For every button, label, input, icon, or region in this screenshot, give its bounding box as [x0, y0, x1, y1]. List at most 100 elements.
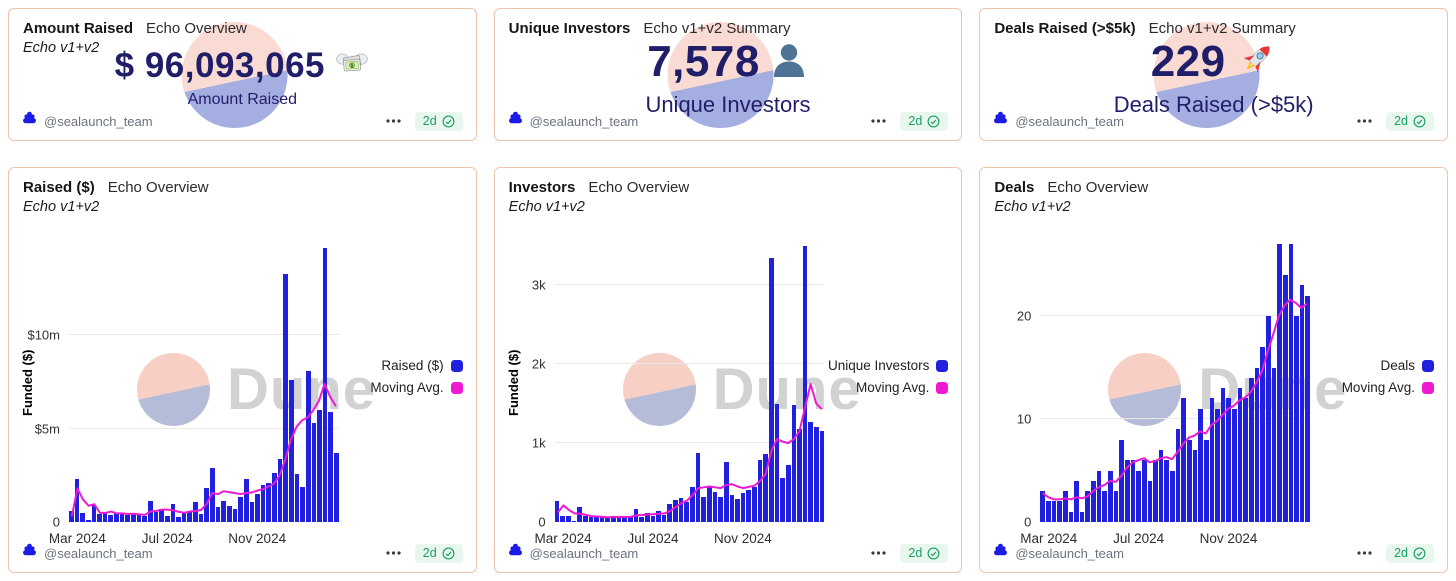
bar[interactable]	[74, 479, 80, 522]
bar[interactable]	[1141, 460, 1147, 522]
bar[interactable]	[1181, 398, 1186, 522]
refresh-age-badge[interactable]: 2d	[900, 543, 949, 563]
bar[interactable]	[1136, 470, 1141, 522]
bar[interactable]	[1220, 388, 1226, 522]
bar[interactable]	[690, 487, 695, 522]
author-link[interactable]: @sealaunch_team	[44, 113, 153, 129]
bar[interactable]	[181, 512, 187, 522]
bar[interactable]	[1198, 408, 1203, 522]
bar[interactable]	[1282, 274, 1288, 522]
author-link[interactable]: @sealaunch_team	[1015, 545, 1124, 561]
bar[interactable]	[232, 508, 238, 522]
bar[interactable]	[571, 520, 577, 522]
bar[interactable]	[1091, 480, 1096, 522]
refresh-age-badge[interactable]: 2d	[414, 543, 463, 563]
bar[interactable]	[153, 511, 159, 522]
plot-area[interactable]: $10m $5m 0 Mar 2024 Jul 2024 Nov 2024	[27, 242, 339, 546]
bar[interactable]	[1288, 244, 1294, 522]
bar[interactable]	[1057, 501, 1062, 522]
bar[interactable]	[1254, 367, 1260, 522]
bar[interactable]	[1108, 470, 1113, 522]
bar[interactable]	[639, 517, 644, 522]
bar[interactable]	[565, 515, 571, 522]
bar[interactable]	[1113, 491, 1119, 522]
bar[interactable]	[622, 517, 627, 522]
bar[interactable]	[272, 473, 277, 522]
bar[interactable]	[757, 459, 763, 522]
bar[interactable]	[797, 428, 802, 522]
bar[interactable]	[1045, 501, 1051, 522]
bar[interactable]	[97, 513, 102, 522]
bar[interactable]	[780, 477, 785, 522]
bar[interactable]	[226, 506, 232, 522]
refresh-age-badge[interactable]: 2d	[1386, 543, 1434, 563]
bar[interactable]	[605, 517, 611, 522]
author-link[interactable]: @sealaunch_team	[44, 545, 153, 561]
author-link[interactable]: @sealaunch_team	[529, 113, 639, 129]
bar[interactable]	[1260, 347, 1265, 522]
bar[interactable]	[1294, 316, 1299, 522]
bar[interactable]	[288, 380, 294, 522]
bar[interactable]	[294, 474, 300, 522]
bar[interactable]	[554, 500, 560, 522]
bar[interactable]	[108, 514, 114, 522]
bar[interactable]	[667, 503, 673, 522]
bar[interactable]	[1130, 460, 1136, 522]
bar[interactable]	[85, 520, 91, 522]
bar[interactable]	[1074, 480, 1079, 522]
bar[interactable]	[740, 492, 746, 522]
bar[interactable]	[802, 245, 808, 522]
bar[interactable]	[1277, 244, 1282, 522]
bar[interactable]	[164, 516, 170, 522]
refresh-age-badge[interactable]: 2d	[1386, 111, 1434, 131]
bar[interactable]	[1243, 398, 1249, 522]
bar[interactable]	[1124, 460, 1130, 522]
bar[interactable]	[560, 515, 565, 522]
bar[interactable]	[656, 510, 661, 522]
bar[interactable]	[283, 273, 288, 522]
bar[interactable]	[249, 502, 255, 522]
ellipsis-menu-button[interactable]	[869, 549, 888, 557]
bar[interactable]	[187, 511, 193, 522]
bar[interactable]	[712, 492, 718, 522]
bar[interactable]	[769, 257, 774, 522]
bar[interactable]	[238, 496, 243, 522]
bar[interactable]	[678, 497, 684, 522]
bar[interactable]	[119, 513, 125, 522]
bar[interactable]	[1249, 377, 1254, 522]
bar[interactable]	[80, 512, 85, 522]
bar[interactable]	[763, 454, 768, 522]
bar[interactable]	[819, 430, 825, 522]
bar[interactable]	[661, 514, 667, 522]
bar[interactable]	[277, 458, 283, 522]
bar[interactable]	[1119, 439, 1124, 522]
bar[interactable]	[1203, 439, 1209, 522]
bar[interactable]	[706, 487, 712, 522]
bar[interactable]	[1147, 480, 1153, 522]
ellipsis-menu-button[interactable]	[384, 117, 403, 125]
bar[interactable]	[1062, 491, 1068, 522]
bar[interactable]	[650, 516, 656, 522]
bar[interactable]	[1096, 470, 1102, 522]
bar[interactable]	[1271, 367, 1277, 522]
bar[interactable]	[125, 515, 131, 522]
bar[interactable]	[1164, 460, 1170, 522]
bar[interactable]	[1186, 439, 1192, 522]
bar[interactable]	[1102, 491, 1108, 522]
refresh-age-badge[interactable]: 2d	[900, 111, 949, 131]
bar[interactable]	[328, 411, 334, 522]
bar[interactable]	[735, 499, 740, 522]
bar[interactable]	[746, 489, 752, 522]
bar[interactable]	[91, 505, 97, 522]
bar[interactable]	[1232, 408, 1237, 522]
refresh-age-badge[interactable]: 2d	[414, 111, 463, 131]
bar[interactable]	[198, 513, 204, 522]
bar[interactable]	[729, 495, 735, 522]
bar[interactable]	[266, 482, 272, 522]
bar[interactable]	[159, 508, 164, 522]
bar[interactable]	[673, 499, 678, 522]
bar[interactable]	[142, 516, 147, 522]
bar[interactable]	[131, 513, 136, 522]
bar[interactable]	[170, 504, 176, 522]
bar[interactable]	[69, 510, 74, 522]
